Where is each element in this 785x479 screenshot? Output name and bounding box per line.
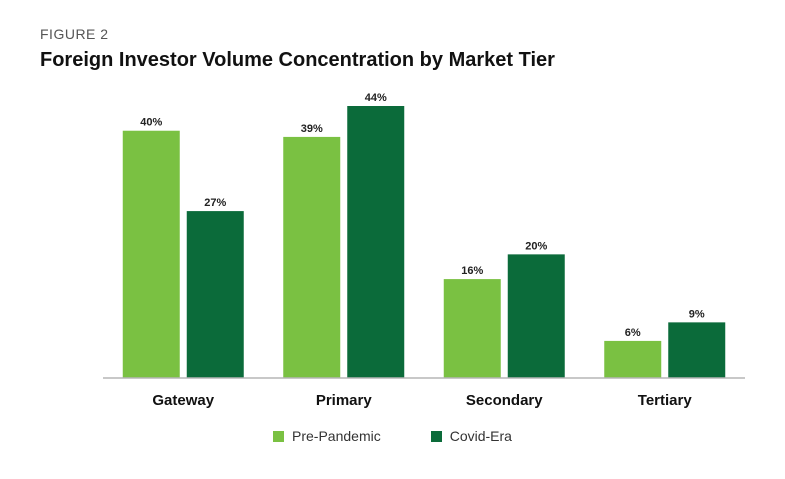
chart-title: Foreign Investor Volume Concentration by… bbox=[40, 49, 555, 71]
value-label-pre-pandemic-tertiary: 6% bbox=[625, 327, 641, 339]
bar-pre-pandemic-tertiary bbox=[604, 340, 662, 378]
value-label-covid-era-primary: 44% bbox=[365, 92, 387, 104]
bar-covid-era-secondary bbox=[507, 254, 565, 378]
figure-label: FIGURE 2 bbox=[40, 26, 109, 42]
value-label-covid-era-tertiary: 9% bbox=[689, 308, 705, 320]
legend: Pre-Pandemic Covid-Era bbox=[0, 428, 785, 444]
category-label-tertiary: Tertiary bbox=[638, 392, 693, 409]
bar-covid-era-primary bbox=[347, 106, 405, 378]
legend-swatch-pre-pandemic bbox=[273, 430, 285, 442]
bar-pre-pandemic-gateway bbox=[122, 130, 180, 378]
value-label-covid-era-secondary: 20% bbox=[525, 240, 547, 252]
legend-item-covid-era: Covid-Era bbox=[430, 428, 512, 444]
legend-swatch-covid-era bbox=[430, 430, 442, 442]
bar-covid-era-gateway bbox=[186, 211, 244, 378]
value-label-pre-pandemic-secondary: 16% bbox=[461, 265, 483, 277]
bar-covid-era-tertiary bbox=[668, 322, 726, 378]
category-labels-group: Gateway Primary Secondary Tertiary bbox=[152, 392, 692, 409]
legend-label-pre-pandemic: Pre-Pandemic bbox=[292, 428, 381, 444]
legend-label-covid-era: Covid-Era bbox=[449, 428, 512, 444]
value-label-covid-era-gateway: 27% bbox=[204, 197, 226, 209]
bars-group bbox=[122, 106, 726, 378]
category-label-secondary: Secondary bbox=[466, 392, 543, 409]
category-label-gateway: Gateway bbox=[152, 392, 214, 409]
bar-pre-pandemic-primary bbox=[283, 136, 341, 378]
bar-pre-pandemic-secondary bbox=[443, 279, 501, 378]
value-label-pre-pandemic-gateway: 40% bbox=[140, 117, 162, 129]
value-label-pre-pandemic-primary: 39% bbox=[301, 123, 323, 135]
category-label-primary: Primary bbox=[316, 392, 373, 409]
value-labels-group: 40% 27% 39% 44% 16% 20% 6% 9% bbox=[140, 92, 705, 339]
legend-item-pre-pandemic: Pre-Pandemic bbox=[273, 428, 381, 444]
